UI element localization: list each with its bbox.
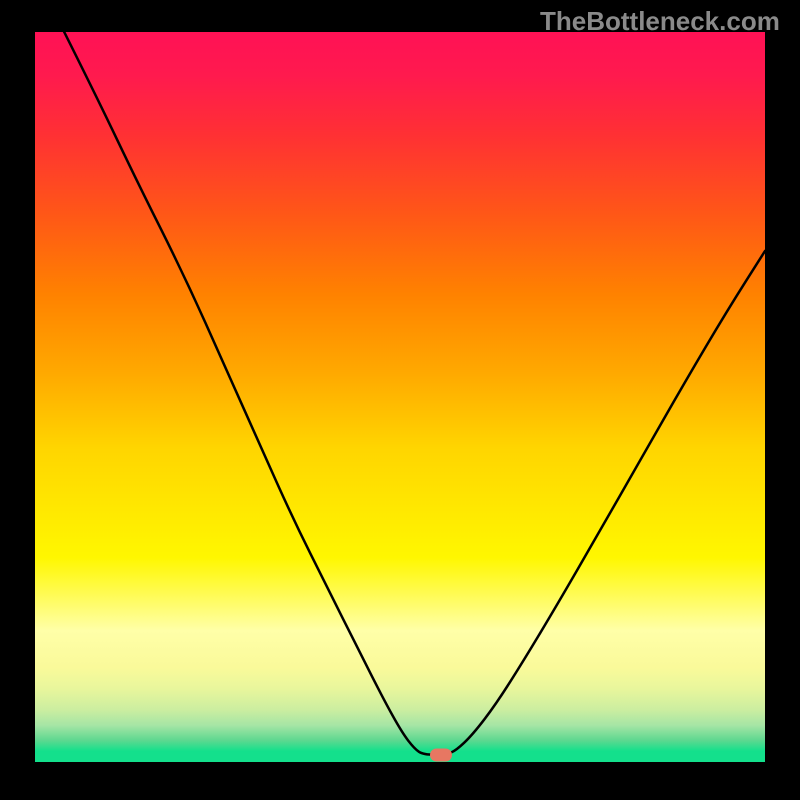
plot-area bbox=[35, 32, 765, 762]
watermark-text: TheBottleneck.com bbox=[540, 6, 780, 37]
minimum-marker bbox=[430, 748, 452, 761]
chart-stage: TheBottleneck.com bbox=[0, 0, 800, 800]
bottleneck-curve bbox=[35, 32, 765, 762]
